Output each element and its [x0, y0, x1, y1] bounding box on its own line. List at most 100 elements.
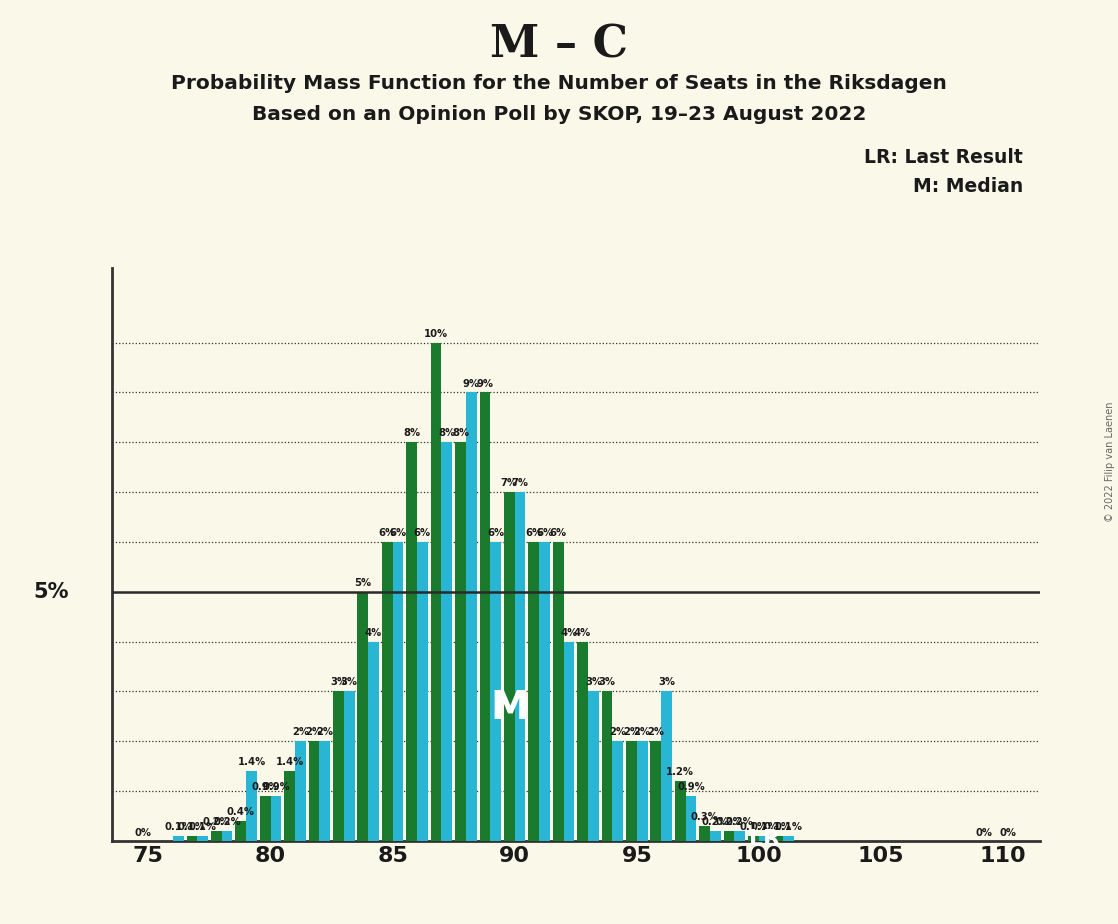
- Bar: [710, 831, 721, 841]
- Bar: [466, 393, 476, 841]
- Text: 0%: 0%: [134, 828, 152, 838]
- Text: 0.9%: 0.9%: [252, 782, 280, 792]
- Text: 6%: 6%: [414, 528, 430, 538]
- Bar: [759, 836, 769, 841]
- Bar: [344, 691, 354, 841]
- Bar: [675, 781, 685, 841]
- Text: M: Median: M: Median: [912, 177, 1023, 197]
- Text: 7%: 7%: [501, 478, 518, 488]
- Bar: [333, 691, 344, 841]
- Text: 6%: 6%: [550, 528, 567, 538]
- Bar: [773, 836, 784, 841]
- Text: 2%: 2%: [305, 727, 322, 737]
- Bar: [661, 691, 672, 841]
- Bar: [358, 591, 368, 841]
- Text: 0.1%: 0.1%: [178, 821, 206, 832]
- Bar: [173, 836, 183, 841]
- Bar: [236, 821, 246, 841]
- Bar: [392, 542, 404, 841]
- Bar: [514, 492, 525, 841]
- Text: LR: Last Result: LR: Last Result: [864, 148, 1023, 167]
- Text: 0.1%: 0.1%: [764, 821, 792, 832]
- Bar: [563, 641, 575, 841]
- Bar: [637, 741, 647, 841]
- Bar: [552, 542, 563, 841]
- Bar: [320, 741, 330, 841]
- Text: 3%: 3%: [330, 677, 347, 687]
- Text: 2%: 2%: [634, 727, 651, 737]
- Text: 0.9%: 0.9%: [262, 782, 290, 792]
- Bar: [723, 831, 735, 841]
- Bar: [504, 492, 514, 841]
- Text: 9%: 9%: [463, 379, 480, 388]
- Text: 1.4%: 1.4%: [237, 757, 266, 767]
- Text: 10%: 10%: [424, 329, 448, 339]
- Text: 2%: 2%: [623, 727, 639, 737]
- Bar: [700, 826, 710, 841]
- Text: 0.1%: 0.1%: [189, 821, 217, 832]
- Bar: [626, 741, 637, 841]
- Bar: [187, 836, 197, 841]
- Text: 8%: 8%: [438, 429, 455, 438]
- Text: 0.3%: 0.3%: [691, 812, 719, 822]
- Text: 4%: 4%: [364, 627, 382, 638]
- Bar: [685, 796, 697, 841]
- Bar: [211, 831, 221, 841]
- Bar: [601, 691, 613, 841]
- Text: 2%: 2%: [609, 727, 626, 737]
- Text: 0.1%: 0.1%: [739, 821, 768, 832]
- Bar: [382, 542, 392, 841]
- Bar: [539, 542, 550, 841]
- Bar: [442, 443, 452, 841]
- Text: 0.2%: 0.2%: [202, 817, 230, 827]
- Text: 4%: 4%: [560, 627, 578, 638]
- Text: 2%: 2%: [647, 727, 664, 737]
- Bar: [529, 542, 539, 841]
- Text: 0.1%: 0.1%: [164, 821, 192, 832]
- Text: 0.1%: 0.1%: [775, 821, 803, 832]
- Text: 3%: 3%: [659, 677, 675, 687]
- Bar: [197, 836, 208, 841]
- Bar: [735, 831, 746, 841]
- Bar: [613, 741, 623, 841]
- Bar: [295, 741, 305, 841]
- Text: 7%: 7%: [512, 478, 529, 488]
- Bar: [748, 836, 759, 841]
- Text: 8%: 8%: [404, 429, 420, 438]
- Text: M: M: [490, 689, 529, 727]
- Bar: [246, 772, 257, 841]
- Bar: [406, 443, 417, 841]
- Text: 5%: 5%: [34, 582, 69, 602]
- Text: 8%: 8%: [452, 429, 470, 438]
- Bar: [221, 831, 233, 841]
- Bar: [430, 343, 442, 841]
- Text: 6%: 6%: [389, 528, 407, 538]
- Bar: [577, 641, 588, 841]
- Bar: [284, 772, 295, 841]
- Text: © 2022 Filip van Laenen: © 2022 Filip van Laenen: [1106, 402, 1115, 522]
- Bar: [455, 443, 466, 841]
- Text: 3%: 3%: [341, 677, 358, 687]
- Bar: [259, 796, 271, 841]
- Text: 1.2%: 1.2%: [666, 767, 694, 777]
- Text: 0.2%: 0.2%: [716, 817, 743, 827]
- Text: Based on an Opinion Poll by SKOP, 19–23 August 2022: Based on an Opinion Poll by SKOP, 19–23 …: [252, 105, 866, 125]
- Text: 3%: 3%: [585, 677, 601, 687]
- Text: LR: LR: [749, 829, 780, 849]
- Bar: [651, 741, 661, 841]
- Text: 6%: 6%: [487, 528, 504, 538]
- Text: 0%: 0%: [976, 828, 993, 838]
- Text: 4%: 4%: [574, 627, 591, 638]
- Text: 0%: 0%: [999, 828, 1017, 838]
- Text: 0.2%: 0.2%: [726, 817, 754, 827]
- Bar: [588, 691, 599, 841]
- Text: 6%: 6%: [536, 528, 553, 538]
- Bar: [417, 542, 428, 841]
- Text: 0.4%: 0.4%: [227, 807, 255, 817]
- Text: 0.2%: 0.2%: [702, 817, 729, 827]
- Text: 2%: 2%: [292, 727, 309, 737]
- Text: 6%: 6%: [525, 528, 542, 538]
- Bar: [271, 796, 282, 841]
- Bar: [491, 542, 501, 841]
- Text: 3%: 3%: [598, 677, 616, 687]
